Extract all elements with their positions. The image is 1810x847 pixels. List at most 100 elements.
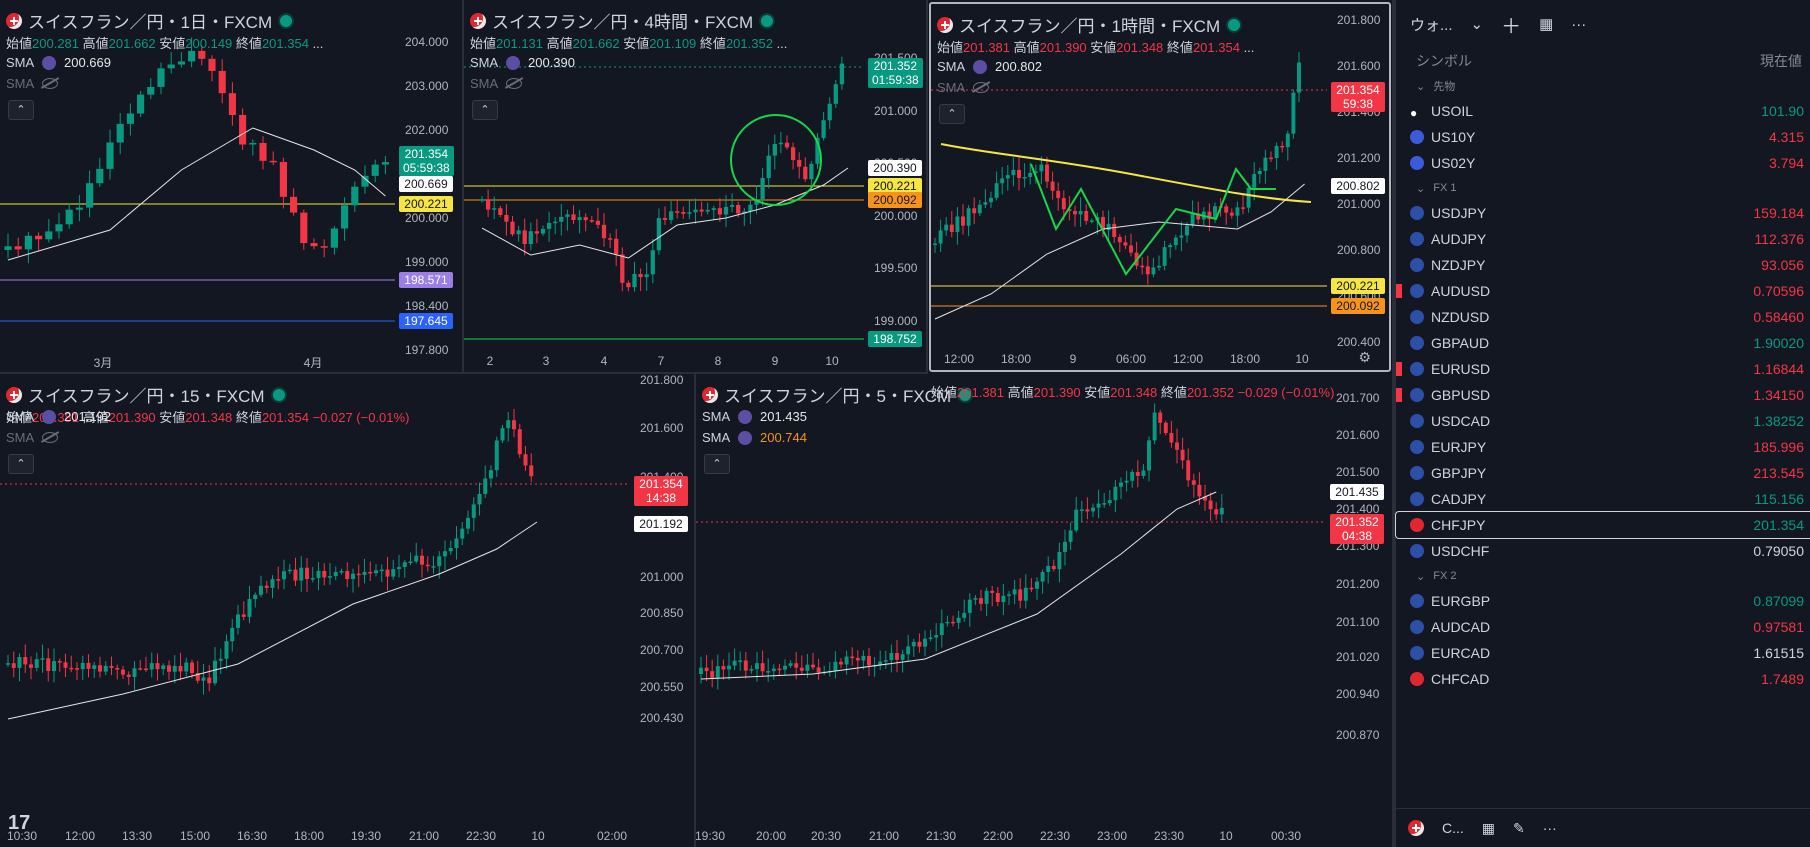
candle-body xyxy=(1157,265,1161,268)
sma-indicator-1[interactable]: SMA 200.802 xyxy=(937,59,1042,74)
watchlist-section[interactable]: ⌄ FX 2 xyxy=(1396,564,1810,588)
refresh-icon[interactable] xyxy=(738,409,752,424)
symbol-title[interactable]: スイスフラン／円・1時間・FXCM xyxy=(959,17,1221,36)
chart-title[interactable]: スイスフラン／円・1日・FXCM xyxy=(6,8,295,33)
more-icon[interactable]: ... xyxy=(1243,40,1255,55)
chevron-down-icon[interactable]: ⌄ xyxy=(1416,182,1426,195)
symbol-title[interactable]: スイスフラン／円・1日・FXCM xyxy=(28,13,273,32)
sma-indicator-1[interactable]: SMA 201.192 xyxy=(6,409,111,424)
sma-indicator-2[interactable]: SMA xyxy=(937,80,989,95)
watchlist-row[interactable]: GBPAUD 1.90020 xyxy=(1396,330,1810,356)
price-plot[interactable] xyxy=(0,374,694,847)
market-open-icon xyxy=(957,386,974,403)
price-plot[interactable] xyxy=(696,374,1390,847)
watchlist-row[interactable]: EURUSD 1.16844 xyxy=(1396,356,1810,382)
watchlist-title[interactable]: ウォ... xyxy=(1410,16,1453,34)
symbol-name: USDJPY xyxy=(1431,205,1487,221)
sma-indicator-2[interactable]: SMA xyxy=(6,430,58,445)
sma-indicator-1[interactable]: SMA 201.435 xyxy=(702,409,807,424)
chevron-down-icon[interactable]: ⌄ xyxy=(1416,80,1426,93)
collapse-legend-button[interactable]: ⌃ xyxy=(939,104,965,124)
watchlist-row[interactable]: USDCHF 0.79050 xyxy=(1396,538,1810,564)
add-symbol-icon[interactable]: ＋ xyxy=(1501,15,1522,38)
watchlist-row[interactable]: AUDCAD 0.97581 xyxy=(1396,614,1810,640)
watchlist-row[interactable]: CHFCAD 1.7489 xyxy=(1396,666,1810,692)
more-icon[interactable]: ... xyxy=(312,36,324,51)
more-options-icon[interactable]: ··· xyxy=(1571,15,1587,33)
chart-pane-daily[interactable]: スイスフラン／円・1日・FXCM 始値200.281 高値201.662 安値20… xyxy=(0,0,464,374)
symbol-title[interactable]: スイスフラン／円・4時間・FXCM xyxy=(492,13,754,32)
watchlist-row[interactable]: AUDUSD 0.70596 xyxy=(1396,278,1810,304)
ohlc-h-value: 201.662 xyxy=(572,36,620,51)
chart-title[interactable]: スイスフラン／円・5・FXCM xyxy=(702,382,974,407)
hidden-eye-icon[interactable] xyxy=(42,78,58,89)
symbol-title[interactable]: スイスフラン／円・15・FXCM xyxy=(28,387,265,406)
watchlist-row[interactable]: EURGBP 0.87099 xyxy=(1396,588,1810,614)
edit-icon[interactable]: ✎ xyxy=(1513,819,1525,836)
flag-marker-icon[interactable] xyxy=(1396,284,1402,298)
price-plot[interactable] xyxy=(931,4,1389,370)
watchlist-row[interactable]: EURJPY 185.996 xyxy=(1396,434,1810,460)
price-plot[interactable] xyxy=(464,0,926,372)
flag-marker-icon[interactable] xyxy=(1396,388,1402,402)
sma-indicator-1[interactable]: SMA 200.390 xyxy=(470,55,575,70)
price-plot[interactable] xyxy=(0,0,462,372)
y-axis-tick: 201.000 xyxy=(1337,197,1381,211)
chart-pane-5m[interactable]: スイスフラン／円・5・FXCM 始値201.381 高値201.390 安値201… xyxy=(696,374,1390,847)
candle-body xyxy=(749,669,754,671)
watchlist-row[interactable]: GBPUSD 1.34150 xyxy=(1396,382,1810,408)
watchlist-row[interactable]: US02Y 3.794 xyxy=(1396,150,1810,176)
refresh-icon[interactable] xyxy=(42,409,56,424)
watchlist-row[interactable]: GBPJPY 213.545 xyxy=(1396,460,1810,486)
candle-body xyxy=(693,209,698,213)
sma-indicator-2[interactable]: SMA 200.744 xyxy=(702,430,807,445)
bottom-symbol-label[interactable]: C... xyxy=(1442,820,1464,836)
chevron-down-icon[interactable]: ⌄ xyxy=(1470,16,1484,33)
gear-icon[interactable]: ⚙ xyxy=(1358,349,1371,365)
symbol-title[interactable]: スイスフラン／円・5・FXCM xyxy=(724,387,952,406)
chart-title[interactable]: スイスフラン／円・4時間・FXCM xyxy=(470,8,776,33)
sma-indicator-2[interactable]: SMA xyxy=(6,76,58,91)
refresh-icon[interactable] xyxy=(506,55,520,70)
refresh-icon[interactable] xyxy=(738,430,752,445)
watchlist-row[interactable]: USDJPY 159.184 xyxy=(1396,200,1810,226)
watchlist-row[interactable]: EURCAD 1.61515 xyxy=(1396,640,1810,666)
chart-title[interactable]: スイスフラン／円・15・FXCM xyxy=(6,382,287,407)
hidden-eye-icon[interactable] xyxy=(973,82,989,93)
table-view-icon[interactable]: ▦ xyxy=(1539,16,1554,33)
flag-marker-icon[interactable] xyxy=(1396,362,1402,376)
chart-title[interactable]: スイスフラン／円・1時間・FXCM xyxy=(937,12,1243,37)
watchlist-row[interactable]: NZDUSD 0.58460 xyxy=(1396,304,1810,330)
collapse-legend-button[interactable]: ⌃ xyxy=(472,100,498,120)
watchlist-row[interactable]: ● USOIL 101.90 xyxy=(1396,98,1810,124)
collapse-legend-button[interactable]: ⌃ xyxy=(8,100,34,120)
watchlist-row[interactable]: CADJPY 115.156 xyxy=(1396,486,1810,512)
watchlist-row[interactable]: CHFJPY 201.354 xyxy=(1395,511,1810,539)
watchlist-row[interactable]: USDCAD 1.38252 xyxy=(1396,408,1810,434)
watchlist-section[interactable]: ⌄ 先物 xyxy=(1396,74,1810,98)
chart-pane-4h[interactable]: スイスフラン／円・4時間・FXCM 始値201.131 高値201.662 安値2… xyxy=(464,0,928,374)
watchlist-row[interactable]: US10Y 4.315 xyxy=(1396,124,1810,150)
watchlist-row[interactable]: AUDJPY 112.376 xyxy=(1396,226,1810,252)
sma-indicator-2[interactable]: SMA xyxy=(470,76,522,91)
layout-icon[interactable]: ▦ xyxy=(1481,819,1496,836)
chart-pane-1h[interactable]: スイスフラン／円・1時間・FXCM 始値201.381 高値201.390 安値2… xyxy=(929,2,1391,372)
column-price[interactable]: 現在値 xyxy=(1760,53,1802,69)
column-symbol[interactable]: シンボル xyxy=(1416,53,1472,69)
collapse-legend-button[interactable]: ⌃ xyxy=(704,454,730,474)
more-icon[interactable]: ··· xyxy=(1542,820,1557,836)
watchlist-section[interactable]: ⌄ FX 1 xyxy=(1396,176,1810,200)
more-icon[interactable]: ... xyxy=(776,36,788,51)
sma-indicator-1[interactable]: SMA 200.669 xyxy=(6,55,111,70)
hidden-eye-icon[interactable] xyxy=(506,78,522,89)
refresh-icon[interactable] xyxy=(973,59,987,74)
collapse-legend-button[interactable]: ⌃ xyxy=(8,454,34,474)
chevron-down-icon[interactable]: ⌄ xyxy=(1416,570,1426,583)
candle-body xyxy=(839,661,843,665)
refresh-icon[interactable] xyxy=(42,55,56,70)
hidden-eye-icon[interactable] xyxy=(42,432,58,443)
watchlist-row[interactable]: NZDJPY 93.056 xyxy=(1396,252,1810,278)
candle-body xyxy=(1079,509,1084,511)
x-axis-tick: 18:00 xyxy=(293,829,325,843)
